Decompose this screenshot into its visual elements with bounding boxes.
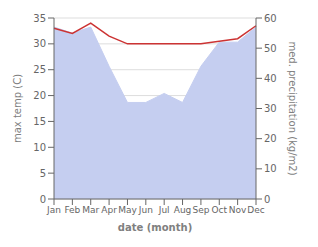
svg-text:Aug: Aug xyxy=(174,205,192,215)
svg-text:10: 10 xyxy=(264,163,277,174)
svg-text:35: 35 xyxy=(33,13,46,24)
svg-text:Jun: Jun xyxy=(138,205,153,215)
svg-text:Mar: Mar xyxy=(82,205,99,215)
svg-text:15: 15 xyxy=(33,116,46,127)
svg-text:Jan: Jan xyxy=(46,205,61,215)
svg-text:60: 60 xyxy=(264,13,277,24)
svg-text:10: 10 xyxy=(33,142,46,153)
svg-text:date (month): date (month) xyxy=(118,222,192,233)
svg-text:Apr: Apr xyxy=(101,205,117,215)
svg-text:Oct: Oct xyxy=(211,205,227,215)
svg-text:Sep: Sep xyxy=(192,205,209,215)
svg-text:Dec: Dec xyxy=(247,205,264,215)
svg-text:Feb: Feb xyxy=(64,205,80,215)
svg-text:5: 5 xyxy=(40,168,46,179)
svg-text:0: 0 xyxy=(264,194,270,205)
svg-text:max temp (C): max temp (C) xyxy=(12,74,23,143)
svg-text:Nov: Nov xyxy=(229,205,247,215)
svg-text:30: 30 xyxy=(264,103,277,114)
svg-text:med. precipitation (kg/m2): med. precipitation (kg/m2) xyxy=(287,41,298,175)
svg-text:30: 30 xyxy=(33,38,46,49)
svg-text:50: 50 xyxy=(264,43,277,54)
svg-text:0: 0 xyxy=(40,194,46,205)
svg-text:25: 25 xyxy=(33,64,46,75)
svg-text:Jul: Jul xyxy=(158,205,170,215)
svg-text:May: May xyxy=(118,205,137,215)
svg-text:40: 40 xyxy=(264,73,277,84)
svg-text:20: 20 xyxy=(264,133,277,144)
svg-text:20: 20 xyxy=(33,90,46,101)
